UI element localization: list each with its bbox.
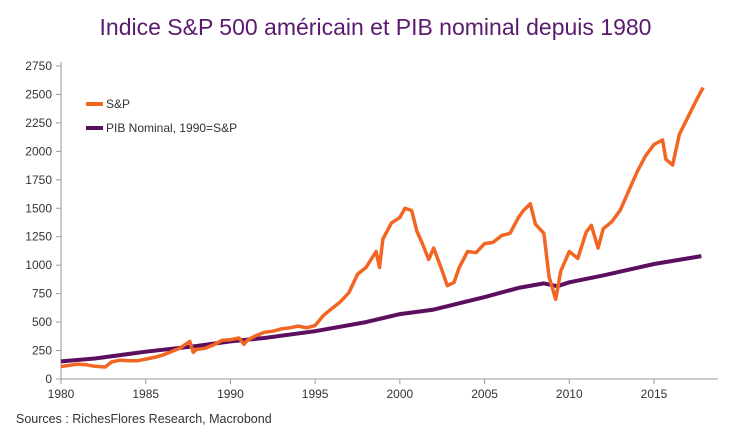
legend-label: PIB Nominal, 1990=S&P (106, 121, 237, 135)
series-line (60, 86, 705, 369)
y-tick-label: 1500 (25, 201, 52, 215)
y-tick-label: 750 (32, 287, 52, 301)
x-tick-label: 1980 (48, 387, 75, 401)
series-line (60, 254, 702, 364)
legend-label: S&P (106, 97, 130, 111)
y-tick-label: 500 (32, 315, 52, 329)
y-tick-label: 250 (32, 344, 52, 358)
y-tick-label: 2250 (25, 116, 52, 130)
y-tick-label: 1250 (25, 230, 52, 244)
source-note: Sources : RichesFlores Research, Macrobo… (16, 412, 272, 426)
x-tick-label: 2000 (387, 387, 414, 401)
chart-title: Indice S&P 500 américain et PIB nominal … (99, 14, 652, 40)
y-tick-label: 0 (45, 372, 52, 386)
y-tick-label: 2750 (25, 59, 52, 73)
x-tick-label: 1995 (302, 387, 329, 401)
x-tick-label: 2005 (471, 387, 498, 401)
x-tick-label: 2010 (556, 387, 583, 401)
x-tick-label: 2015 (641, 387, 668, 401)
y-tick-label: 2000 (25, 144, 52, 158)
y-tick-label: 1000 (25, 258, 52, 272)
y-tick-label: 2500 (25, 87, 52, 101)
x-tick-label: 1990 (217, 387, 244, 401)
y-tick-label: 1750 (25, 173, 52, 187)
x-tick-label: 1985 (132, 387, 159, 401)
